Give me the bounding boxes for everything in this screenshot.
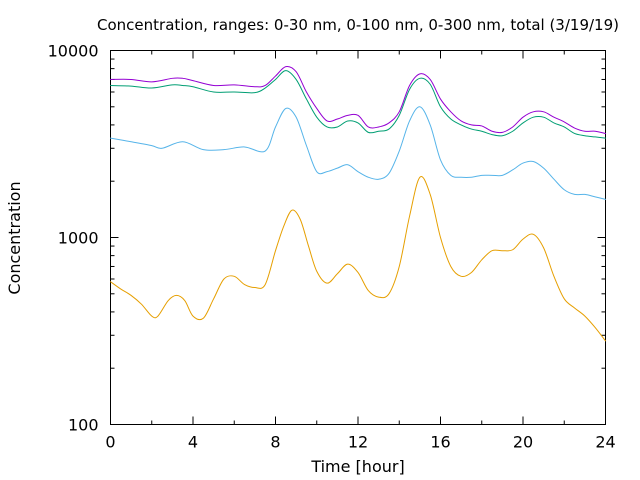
y-axis-label: Concentration bbox=[5, 181, 24, 294]
series-group bbox=[110, 65, 606, 342]
plot-frame bbox=[110, 50, 606, 425]
series-line-1 bbox=[110, 106, 606, 200]
y-tick-label: 100 bbox=[68, 416, 99, 435]
x-tick-label: 16 bbox=[430, 433, 450, 452]
x-tick-labels: 0 4 8 12 16 20 24 bbox=[105, 433, 615, 452]
y-tick-labels: 100 1000 10000 bbox=[48, 42, 99, 435]
x-tick-label: 0 bbox=[105, 433, 115, 452]
series-line-2 bbox=[110, 70, 606, 139]
axis-ticks bbox=[110, 50, 606, 425]
x-tick-label: 4 bbox=[188, 433, 198, 452]
series-line-3 bbox=[110, 65, 606, 134]
chart-title: Concentration, ranges: 0-30 nm, 0-100 nm… bbox=[97, 16, 619, 34]
x-tick-label: 20 bbox=[513, 433, 533, 452]
x-tick-label: 24 bbox=[595, 433, 615, 452]
series-line-0 bbox=[110, 176, 606, 342]
y-tick-label: 1000 bbox=[58, 229, 99, 248]
x-tick-label: 8 bbox=[270, 433, 280, 452]
y-tick-label: 10000 bbox=[48, 42, 99, 61]
x-tick-label: 12 bbox=[348, 433, 368, 452]
x-axis-label: Time [hour] bbox=[310, 457, 404, 476]
